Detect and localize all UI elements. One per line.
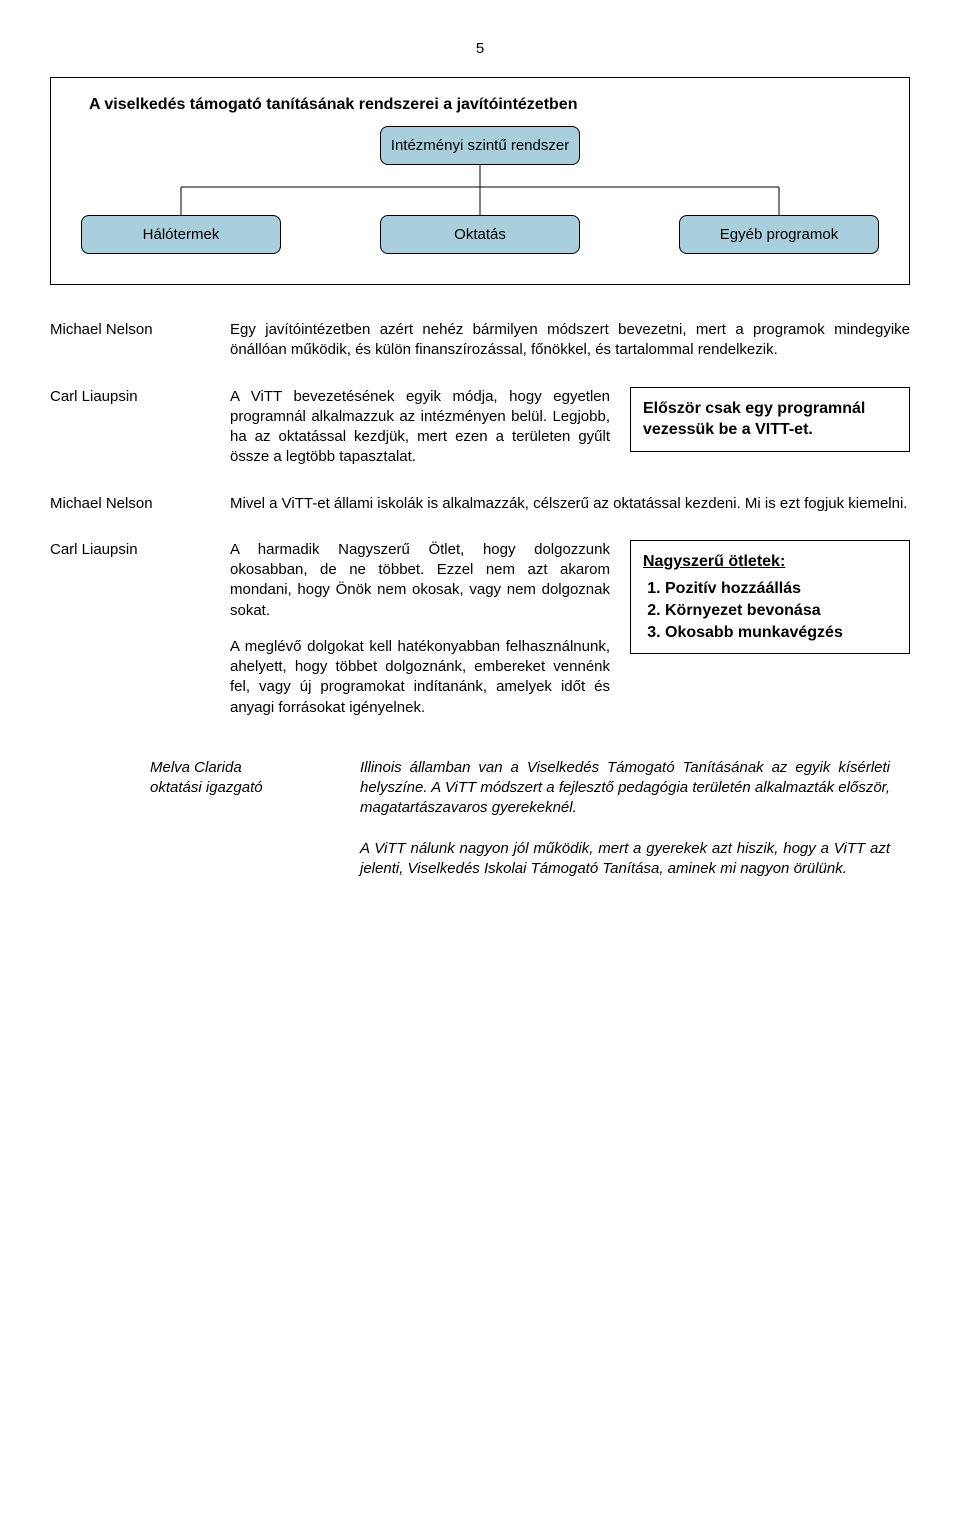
page-number: 5 — [50, 40, 910, 57]
speaker-name: Michael Nelson — [50, 320, 210, 361]
callout-list: Pozitív hozzáállás Környezet bevonása Ok… — [643, 578, 897, 643]
callout-box: Először csak egy programnál vezessük be … — [630, 387, 910, 452]
speaker-name: Carl Liaupsin — [50, 540, 210, 718]
callout-list-item: Okosabb munkavégzés — [665, 622, 897, 644]
speaker-name: Michael Nelson — [50, 494, 210, 514]
diagram-frame: A viselkedés támogató tanításának rendsz… — [50, 77, 910, 285]
quoted-speaker: Melva Clarida oktatási igazgató — [150, 758, 350, 819]
quoted-paragraph: Illinois államban van a Viselkedés Támog… — [360, 758, 890, 819]
indented-quote: Melva Clarida oktatási igazgató Illinois… — [150, 758, 890, 879]
speech-body: Mivel a ViTT-et állami iskolák is alkalm… — [230, 494, 910, 514]
callout-box: Nagyszerű ötletek: Pozitív hozzáállás Kö… — [630, 540, 910, 654]
quoted-paragraph: A ViTT nálunk nagyon jól működik, mert a… — [360, 839, 890, 880]
diagram-title: A viselkedés támogató tanításának rendsz… — [81, 96, 879, 114]
quoted-speaker-name: Melva Clarida — [150, 759, 242, 776]
paragraph: A harmadik Nagyszerű Ötlet, hogy dolgozz… — [230, 540, 610, 621]
speaker-name: Carl Liaupsin — [50, 387, 210, 468]
speech-body: A harmadik Nagyszerű Ötlet, hogy dolgozz… — [230, 540, 610, 718]
paragraph: A meglévő dolgokat kell hatékonyabban fe… — [230, 637, 610, 718]
quoted-speaker-role: oktatási igazgató — [150, 779, 263, 796]
callout-list-item: Pozitív hozzáállás — [665, 578, 897, 600]
speech-body: A ViTT bevezetésének egyik módja, hogy e… — [230, 387, 610, 468]
callout-list-item: Környezet bevonása — [665, 600, 897, 622]
speech-body: Egy javítóintézetben azért nehéz bármily… — [230, 320, 910, 361]
diagram-root-node: Intézményi szintű rendszer — [380, 126, 580, 165]
diagram-connectors — [81, 165, 941, 225]
callout-title: Nagyszerű ötletek: — [643, 553, 785, 570]
transcript: Michael Nelson Egy javítóintézetben azér… — [50, 320, 910, 718]
